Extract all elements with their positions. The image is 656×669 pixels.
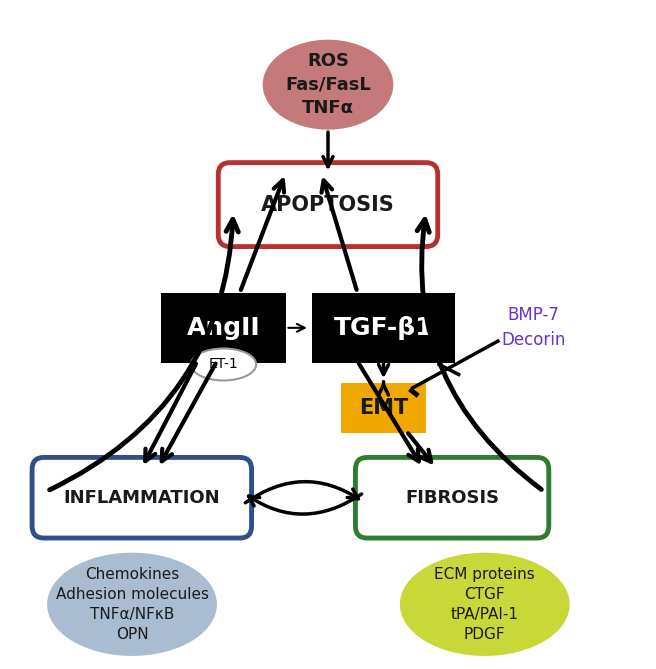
- Text: TGF-β1: TGF-β1: [334, 316, 434, 340]
- FancyBboxPatch shape: [32, 458, 251, 538]
- Bar: [161, 293, 285, 363]
- Ellipse shape: [47, 553, 217, 656]
- Text: ET-1: ET-1: [209, 357, 238, 371]
- Ellipse shape: [400, 553, 569, 656]
- Text: INFLAMMATION: INFLAMMATION: [64, 489, 220, 506]
- Text: ECM proteins
CTGF
tPA/PAI-1
PDGF: ECM proteins CTGF tPA/PAI-1 PDGF: [434, 567, 535, 642]
- Bar: [341, 383, 426, 433]
- Text: Chemokines
Adhesion molecules
TNFα/NFκB
OPN: Chemokines Adhesion molecules TNFα/NFκB …: [56, 567, 209, 642]
- FancyBboxPatch shape: [218, 163, 438, 247]
- Text: APOPTOSIS: APOPTOSIS: [261, 195, 395, 215]
- Bar: [312, 293, 455, 363]
- FancyBboxPatch shape: [356, 458, 549, 538]
- Text: ROS
Fas/FasL
TNFα: ROS Fas/FasL TNFα: [285, 52, 371, 117]
- Text: BMP-7
Decorin: BMP-7 Decorin: [502, 306, 566, 349]
- Ellipse shape: [262, 39, 394, 130]
- Ellipse shape: [191, 349, 256, 381]
- Text: AngII: AngII: [187, 316, 260, 340]
- Text: EMT: EMT: [359, 398, 408, 417]
- Text: FIBROSIS: FIBROSIS: [405, 489, 499, 506]
